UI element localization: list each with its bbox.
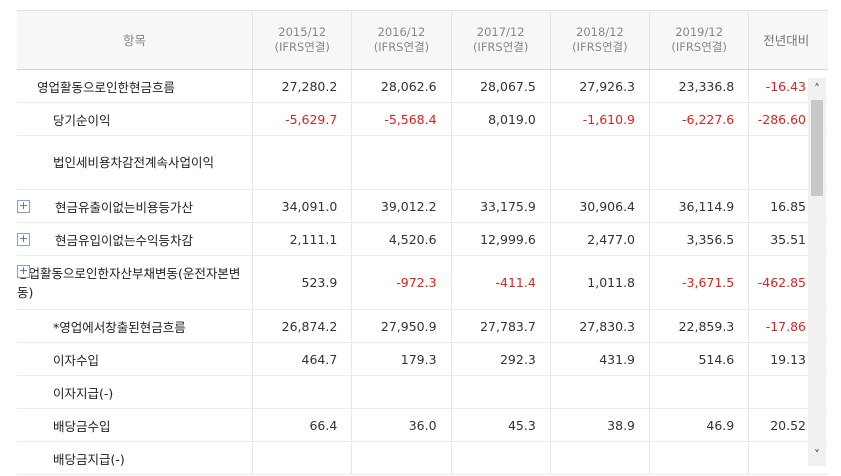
- table-cell: -1,610.9: [549, 102, 650, 136]
- row-label: + 영업활동으로인한자산부채변동(운전자본변동): [17, 255, 253, 310]
- table-cell: [450, 375, 551, 409]
- header-period: 2017/12 (IFRS연결): [450, 10, 551, 70]
- header-period: 2018/12 (IFRS연결): [549, 10, 650, 70]
- table-cell: 27,926.3: [549, 69, 650, 103]
- header-item: 항목: [17, 10, 253, 70]
- row-label: 이자수입: [17, 342, 253, 376]
- table-cell: [351, 441, 452, 475]
- table-cell: 2,111.1: [252, 222, 352, 256]
- table-cell: 23,336.8: [649, 69, 749, 103]
- table-cell: 22,859.3: [649, 309, 749, 343]
- table-cell: 27,783.7: [450, 309, 551, 343]
- header-period: 2016/12 (IFRS연결): [351, 10, 452, 70]
- table-cell: 46.9: [649, 408, 749, 442]
- table-cell: -411.4: [450, 255, 551, 310]
- table-cell: 514.6: [649, 342, 749, 376]
- table-cell: [549, 441, 650, 475]
- row-label: 영업활동으로인한현금흐름: [17, 69, 253, 103]
- cash-flow-table: 항목 2015/12 (IFRS연결) 2016/12 (IFRS연결) 2017/…: [17, 10, 828, 475]
- table-cell: 3,356.5: [649, 222, 749, 256]
- table-cell: 34,091.0: [252, 189, 352, 223]
- table-row: + 영업활동으로인한자산부채변동(운전자본변동) 523.9 -972.3 -4…: [17, 255, 828, 310]
- row-label: 당기순이익: [17, 102, 253, 136]
- row-label: 배당금수입: [17, 408, 253, 442]
- table-cell: 523.9: [252, 255, 352, 310]
- table-cell: 36.0: [351, 408, 452, 442]
- table-cell: 45.3: [450, 408, 551, 442]
- header-yoy: 전년대비: [748, 10, 828, 70]
- table-cell: 66.4: [252, 408, 352, 442]
- table-row: 법인세비용차감전계속사업이익: [17, 135, 828, 190]
- table-cell: -5,629.7: [252, 102, 352, 136]
- table-cell: 464.7: [252, 342, 352, 376]
- table-cell: [351, 135, 452, 190]
- table-cell: 28,062.6: [351, 69, 452, 103]
- table-cell: -972.3: [351, 255, 452, 310]
- table-cell: 8,019.0: [450, 102, 551, 136]
- table-cell: [252, 135, 352, 190]
- table-row: 이자수입 464.7 179.3 292.3 431.9 514.6 19.13: [17, 342, 828, 376]
- table-cell: 292.3: [450, 342, 551, 376]
- header-row: 항목 2015/12 (IFRS연결) 2016/12 (IFRS연결) 2017/…: [17, 10, 828, 70]
- table-cell: 33,175.9: [450, 189, 551, 223]
- table-cell: [649, 441, 749, 475]
- table-cell: 26,874.2: [252, 309, 352, 343]
- header-period: 2015/12 (IFRS연결): [252, 10, 352, 70]
- table-row: 당기순이익 -5,629.7 -5,568.4 8,019.0 -1,610.9…: [17, 102, 828, 136]
- table-cell: 27,950.9: [351, 309, 452, 343]
- chevron-down-icon[interactable]: ˅: [814, 448, 820, 462]
- row-label: + 현금유입이없는수익등차감: [17, 222, 253, 256]
- table-cell: [649, 375, 749, 409]
- table-cell: [649, 135, 749, 190]
- table-row: 배당금수입 66.4 36.0 45.3 38.9 46.9 20.52: [17, 408, 828, 442]
- table-cell: 36,114.9: [649, 189, 749, 223]
- table-cell: 12,999.6: [450, 222, 551, 256]
- table-cell: 27,830.3: [549, 309, 650, 343]
- row-label: 법인세비용차감전계속사업이익: [17, 135, 253, 190]
- table-cell: [450, 441, 551, 475]
- table-cell: 431.9: [549, 342, 650, 376]
- vertical-scrollbar[interactable]: ˄ ˅: [808, 78, 826, 466]
- table-cell: 1,011.8: [549, 255, 650, 310]
- table-cell: [351, 375, 452, 409]
- table-row: *영업에서창출된현금흐름 26,874.2 27,950.9 27,783.7 …: [17, 309, 828, 343]
- table-row: 이자지급(-): [17, 375, 828, 409]
- table-cell: 30,906.4: [549, 189, 650, 223]
- table-row: 배당금지급(-): [17, 441, 828, 475]
- row-label: 이자지급(-): [17, 375, 253, 409]
- table-cell: 28,067.5: [450, 69, 551, 103]
- table-cell: 38.9: [549, 408, 650, 442]
- table-cell: 27,280.2: [252, 69, 352, 103]
- cash-flow-table-container: 항목 2015/12 (IFRS연결) 2016/12 (IFRS연결) 2017/…: [17, 10, 828, 476]
- table-cell: 39,012.2: [351, 189, 452, 223]
- table-cell: [549, 135, 650, 190]
- table-cell: 2,477.0: [549, 222, 650, 256]
- plus-icon[interactable]: +: [17, 232, 30, 246]
- table-row: 영업활동으로인한현금흐름 27,280.2 28,062.6 28,067.5 …: [17, 69, 828, 103]
- table-cell: -3,671.5: [649, 255, 749, 310]
- row-label: + 현금유출이없는비용등가산: [17, 189, 253, 223]
- header-period: 2019/12 (IFRS연결): [649, 10, 749, 70]
- row-label: 배당금지급(-): [17, 441, 253, 475]
- scrollbar-thumb[interactable]: [811, 100, 823, 196]
- table-cell: 4,520.6: [351, 222, 452, 256]
- plus-icon[interactable]: +: [17, 199, 30, 213]
- table-row: + 현금유입이없는수익등차감 2,111.1 4,520.6 12,999.6 …: [17, 222, 828, 256]
- table-cell: [549, 375, 650, 409]
- table-cell: [252, 375, 352, 409]
- table-cell: -6,227.6: [649, 102, 749, 136]
- table-cell: [450, 135, 551, 190]
- table-cell: [252, 441, 352, 475]
- plus-icon[interactable]: +: [17, 264, 30, 278]
- row-label: *영업에서창출된현금흐름: [17, 309, 253, 343]
- chevron-up-icon[interactable]: ˄: [814, 82, 820, 96]
- table-cell: 179.3: [351, 342, 452, 376]
- table-cell: -5,568.4: [351, 102, 452, 136]
- table-row: + 현금유출이없는비용등가산 34,091.0 39,012.2 33,175.…: [17, 189, 828, 223]
